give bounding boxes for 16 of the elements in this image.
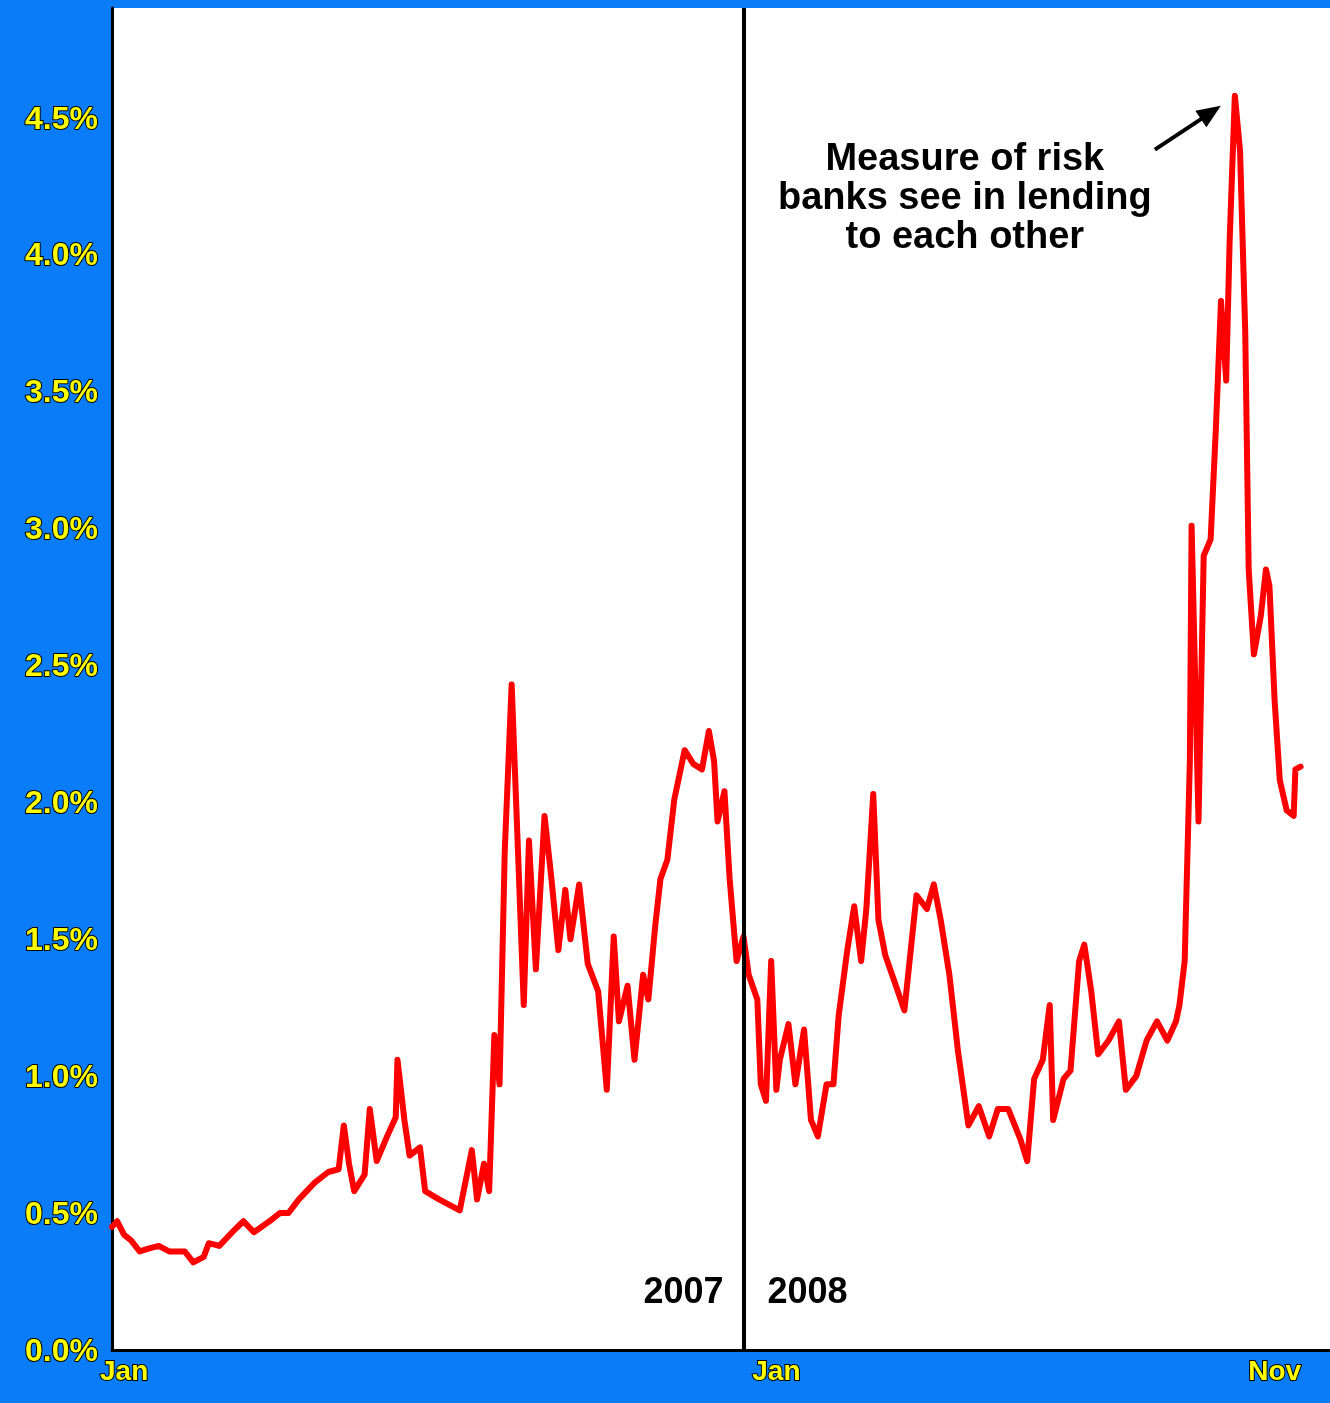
y-tick-label: 3.5% (25, 373, 98, 410)
y-tick-label: 4.5% (25, 99, 98, 136)
annotation: 2007 (643, 1269, 724, 1311)
annotation: Measure of risk banks see in lending to each other (777, 136, 1152, 257)
x-tick-label: Jan (752, 1354, 801, 1386)
y-tick-label: 0.0% (25, 1332, 98, 1368)
y-tick-label: 4.0% (25, 236, 98, 273)
y-tick-label: 2.5% (25, 647, 98, 684)
annotation: 2008 (767, 1269, 848, 1311)
y-tick-label: 1.0% (25, 1058, 98, 1095)
x-tick-label: Jan (99, 1354, 149, 1386)
x-tick-label: Nov (1248, 1354, 1302, 1386)
y-tick-label: 2.0% (25, 784, 98, 821)
y-tick-label: 3.0% (25, 510, 98, 547)
y-tick-label: 1.5% (25, 921, 98, 958)
y-tick-label: 0.5% (25, 1195, 98, 1232)
